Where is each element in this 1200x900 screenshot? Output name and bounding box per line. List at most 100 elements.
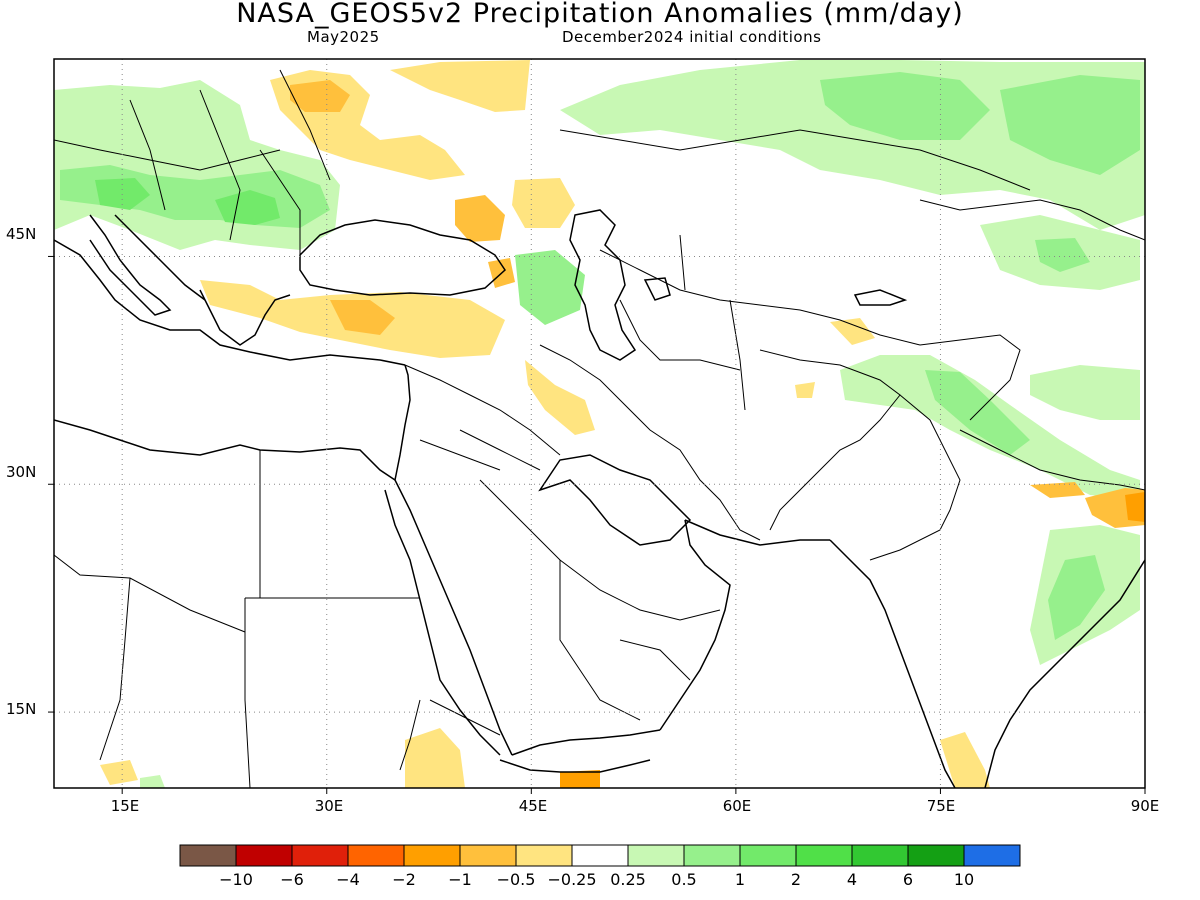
dry-region-kazakhstan-south bbox=[830, 318, 875, 345]
lon-label-45e: 45E bbox=[518, 797, 548, 815]
red-sea-east-coast bbox=[394, 479, 513, 756]
dry-region-chad bbox=[100, 760, 138, 785]
caspian-sea bbox=[569, 209, 637, 361]
dry-region-russia-north bbox=[390, 60, 530, 112]
colorbar-swatch-6 bbox=[515, 844, 573, 867]
wet-region-mongolia bbox=[1000, 75, 1140, 175]
adriatic-east-coast bbox=[114, 214, 206, 301]
dry-region-iraq bbox=[525, 360, 595, 435]
mediterranean-coast-south bbox=[54, 364, 411, 482]
colorbar-swatch-1 bbox=[235, 844, 293, 867]
colorbar-label-0: −10 bbox=[219, 870, 253, 889]
colorbar-label-10: 2 bbox=[790, 870, 802, 889]
dry-region-south-india bbox=[940, 732, 990, 788]
border-india-nepal-china bbox=[959, 429, 1145, 491]
dry-region-black-sea-east bbox=[455, 195, 505, 242]
india-west-coast bbox=[829, 539, 956, 788]
colorbar-swatch-0 bbox=[179, 844, 237, 867]
india-east-coast bbox=[984, 559, 1145, 788]
mediterranean-coast-north bbox=[54, 239, 406, 366]
dry-region-ukraine-core bbox=[290, 80, 350, 112]
black-sea bbox=[299, 219, 506, 296]
border-europe bbox=[54, 69, 331, 255]
dry-region-bangladesh-core bbox=[1125, 492, 1145, 522]
tick-marks bbox=[48, 255, 1146, 794]
lon-label-60e: 60E bbox=[722, 797, 752, 815]
border-iran bbox=[539, 344, 761, 541]
aral-sea bbox=[643, 277, 671, 301]
border-russia-mongolia bbox=[919, 199, 1145, 241]
graticule bbox=[54, 59, 1145, 788]
colorbar-swatch-3 bbox=[347, 844, 405, 867]
colorbar bbox=[179, 844, 1021, 867]
border-arabia bbox=[479, 479, 721, 721]
colorbar-label-12: 6 bbox=[902, 870, 914, 889]
arabia-south-coast bbox=[659, 519, 731, 731]
wet-region-chad bbox=[140, 775, 165, 788]
greece-coast bbox=[199, 289, 291, 346]
italy-coast bbox=[89, 214, 172, 316]
border-russia-kazakhstan bbox=[559, 129, 1031, 191]
lon-label-30e: 30E bbox=[314, 797, 344, 815]
map-frame bbox=[53, 58, 1146, 789]
iran-south-coast bbox=[684, 519, 830, 546]
dry-region-turkey-core bbox=[330, 300, 395, 335]
colorbar-label-7: 0.25 bbox=[610, 870, 646, 889]
border-horn-africa bbox=[399, 699, 501, 771]
colorbar-label-11: 4 bbox=[846, 870, 858, 889]
red-sea-west-coast bbox=[384, 489, 501, 756]
colorbar-label-3: −2 bbox=[392, 870, 416, 889]
country-borders bbox=[54, 69, 1145, 788]
colorbar-swatch-13 bbox=[907, 844, 965, 867]
border-libya-chad bbox=[54, 554, 246, 761]
wet-region-siberia bbox=[560, 60, 1145, 230]
colorbar-label-4: −1 bbox=[448, 870, 472, 889]
horn-of-africa-coast bbox=[499, 759, 651, 773]
lat-label-15n: 15N bbox=[6, 700, 37, 718]
gulf-of-aden-coast bbox=[511, 729, 661, 756]
colorbar-swatch-11 bbox=[795, 844, 853, 867]
colorbar-swatch-7 bbox=[571, 844, 629, 867]
colorbar-swatch-10 bbox=[739, 844, 797, 867]
colorbar-label-6: −0.25 bbox=[547, 870, 597, 889]
colorbar-label-5: −0.5 bbox=[496, 870, 536, 889]
lon-label-75e: 75E bbox=[926, 797, 956, 815]
anomaly-shading bbox=[54, 60, 1145, 788]
initial-conditions: December2024 initial conditions bbox=[562, 28, 822, 46]
colorbar-label-1: −6 bbox=[280, 870, 304, 889]
lat-label-45n: 45N bbox=[6, 225, 37, 243]
colorbar-swatch-2 bbox=[291, 844, 349, 867]
colorbar-label-13: 10 bbox=[953, 870, 975, 889]
map-title: NASA_GEOS5v2 Precipitation Anomalies (mm… bbox=[236, 0, 964, 29]
wet-region-china-west-core bbox=[1035, 238, 1090, 272]
border-egypt-sudan bbox=[244, 450, 420, 788]
persian-gulf bbox=[538, 454, 692, 546]
colorbar-label-8: 0.5 bbox=[671, 870, 697, 889]
lat-label-30n: 30N bbox=[6, 463, 37, 481]
border-middle-east bbox=[404, 364, 561, 471]
dry-region-somalia bbox=[560, 770, 600, 788]
wet-region-east-india-core bbox=[1048, 555, 1105, 640]
balkhash-lake bbox=[853, 289, 908, 306]
colorbar-label-9: 1 bbox=[734, 870, 746, 889]
colorbar-swatch-9 bbox=[683, 844, 741, 867]
colorbar-label-2: −4 bbox=[336, 870, 360, 889]
lon-label-15e: 15E bbox=[110, 797, 140, 815]
wet-region-caucasus bbox=[515, 250, 585, 325]
wet-region-siberia-core bbox=[820, 72, 990, 140]
border-china-west bbox=[919, 334, 1021, 421]
border-central-asia bbox=[599, 234, 921, 411]
dry-region-caspian-north bbox=[512, 178, 575, 228]
border-afghanistan-pakistan bbox=[759, 349, 901, 531]
wet-region-carpathian bbox=[215, 190, 280, 225]
border-pakistan-india bbox=[869, 394, 961, 561]
colorbar-swatch-12 bbox=[851, 844, 909, 867]
dry-region-afghanistan bbox=[795, 382, 815, 398]
dry-region-ethiopia bbox=[405, 728, 465, 788]
colorbar-swatch-4 bbox=[403, 844, 461, 867]
colorbar-swatch-14 bbox=[963, 844, 1021, 867]
dry-region-northeast-india bbox=[1030, 482, 1085, 498]
wet-region-tibet bbox=[1030, 365, 1140, 420]
colorbar-swatch-8 bbox=[627, 844, 685, 867]
